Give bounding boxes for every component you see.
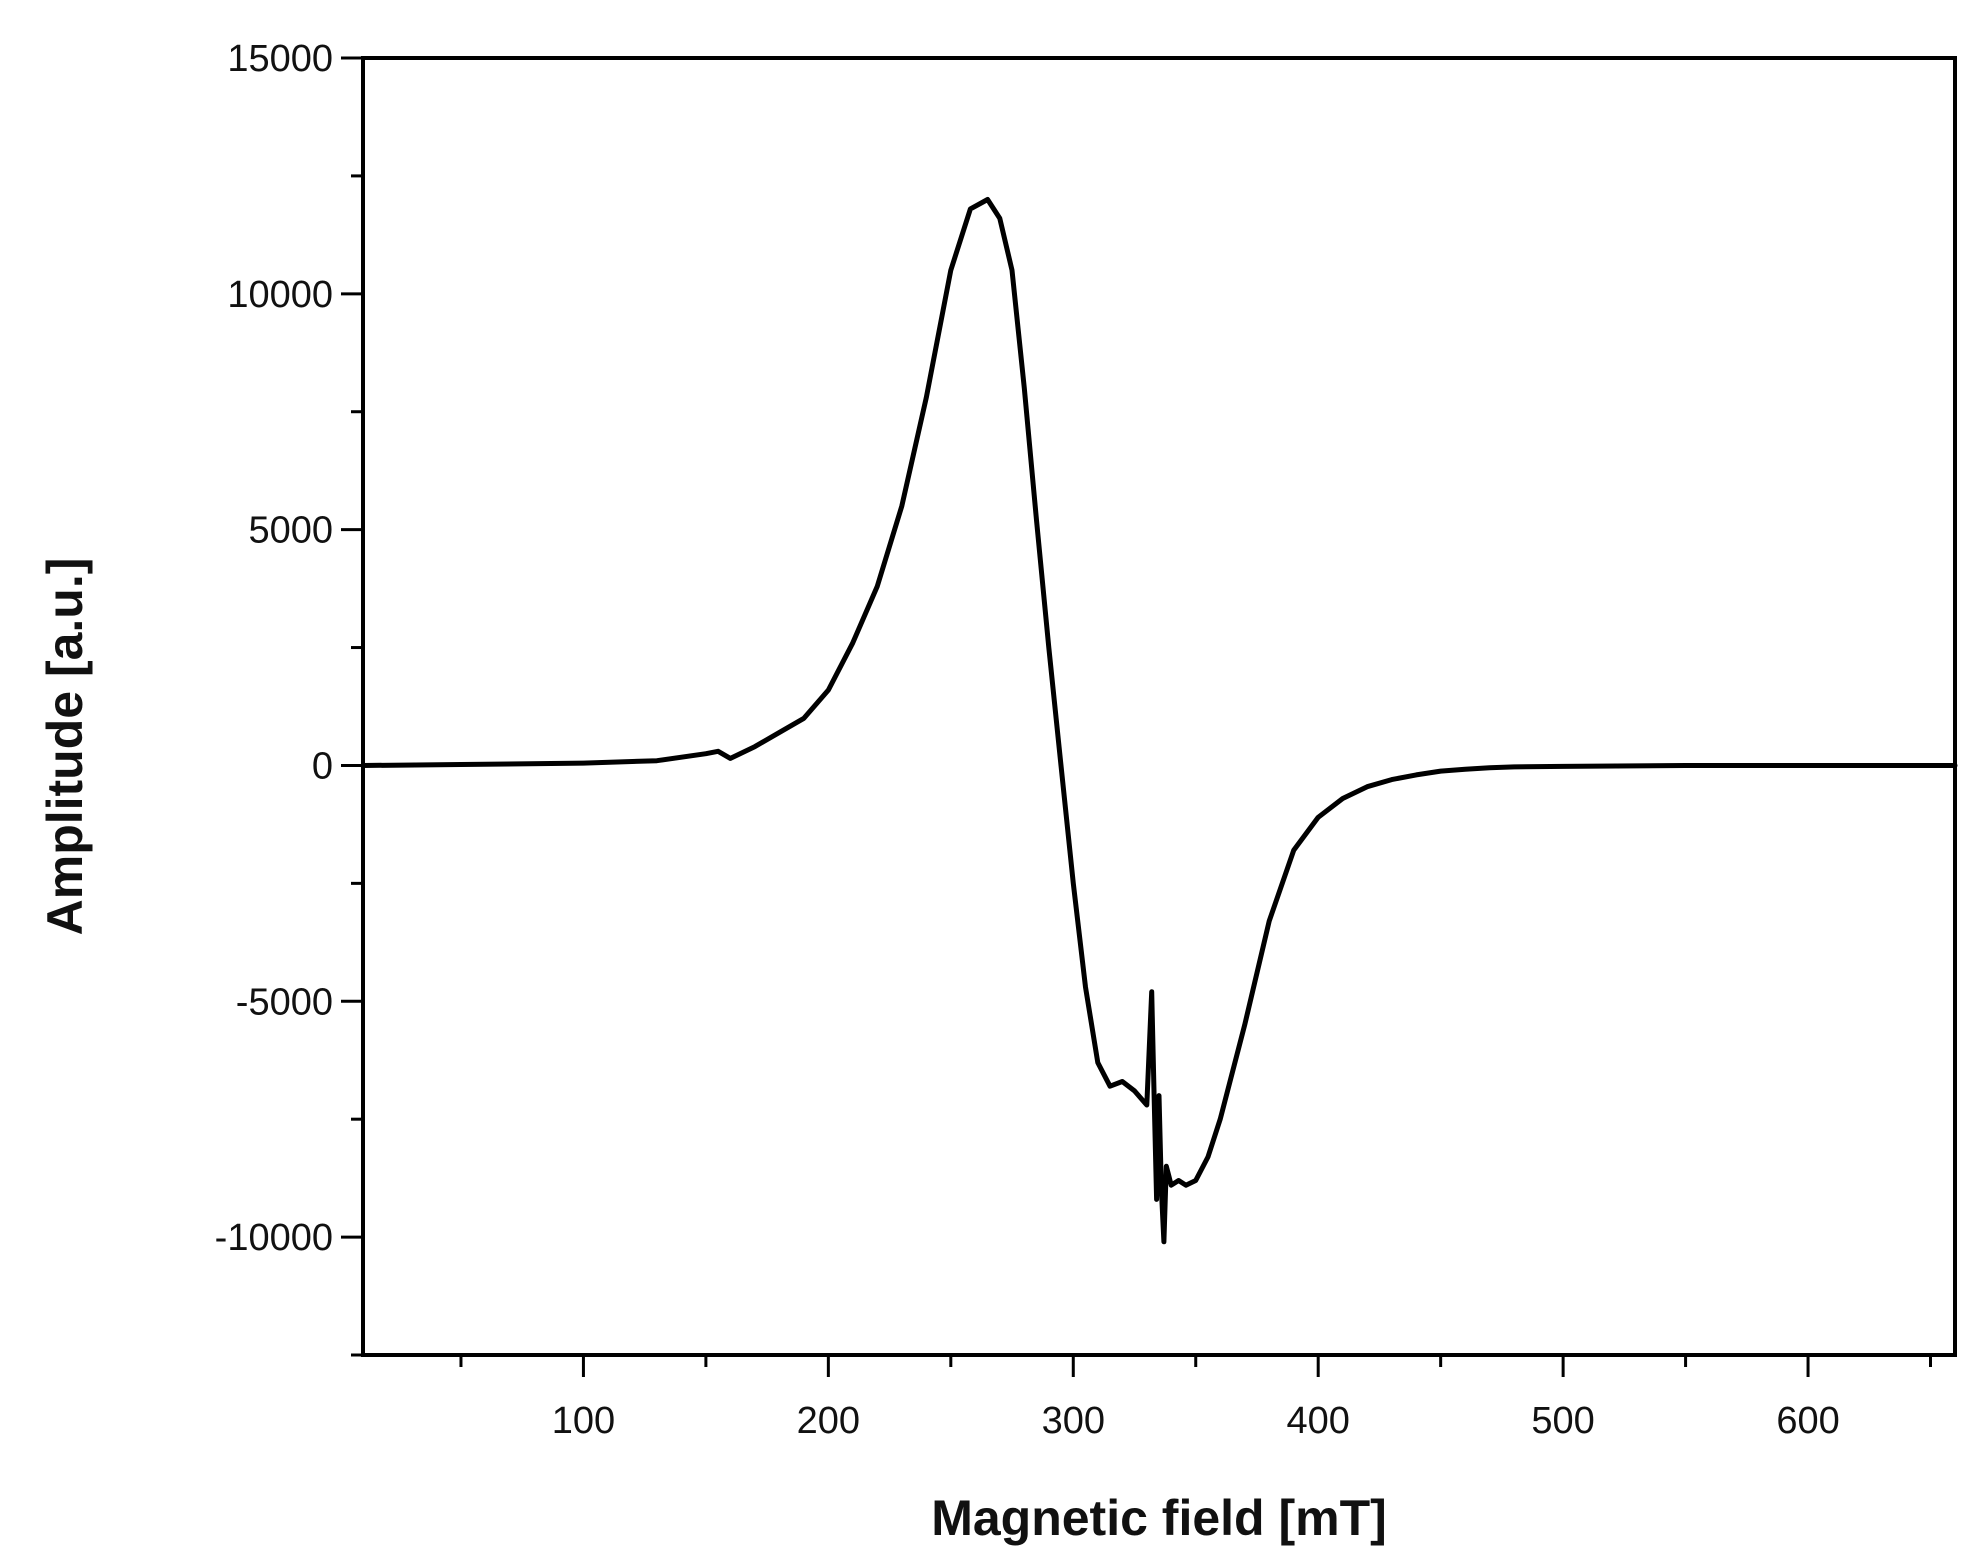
y-tick-label: 5000 [248, 510, 333, 552]
x-axis-title: Magnetic field [mT] [931, 1490, 1387, 1546]
y-axis-ticks: 15000 10000 5000 0 -5000 -10000 [215, 38, 363, 1357]
y-tick-label: -10000 [215, 1217, 333, 1259]
plot-frame [361, 56, 1957, 1357]
x-tick-label: 600 [1776, 1400, 1839, 1442]
x-tick-label: 100 [552, 1400, 615, 1442]
y-axis-title: Amplitude [a.u.] [37, 558, 93, 936]
x-tick-label: 200 [797, 1400, 860, 1442]
x-tick-label: 500 [1531, 1400, 1594, 1442]
y-tick-label: -5000 [236, 981, 333, 1023]
y-tick-label: 15000 [227, 38, 333, 80]
x-tick-label: 400 [1286, 1400, 1349, 1442]
y-tick-label: 0 [312, 745, 333, 787]
series-line [360, 197, 1958, 1245]
data-series [360, 197, 1958, 1245]
x-axis-ticks: 100 200 300 400 500 600 [459, 1355, 1933, 1442]
x-tick-label: 300 [1042, 1400, 1105, 1442]
y-tick-label: 10000 [227, 274, 333, 316]
